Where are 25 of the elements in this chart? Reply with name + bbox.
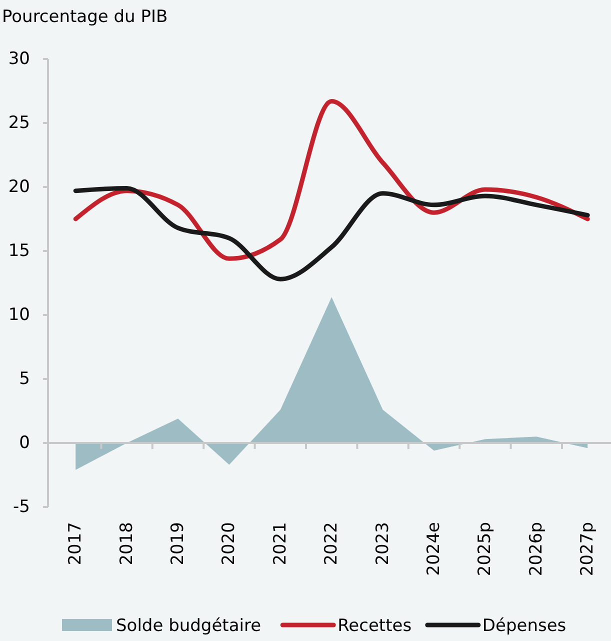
x-tick-label: 2022 [322,522,342,566]
x-tick-label: 2025p [475,522,496,576]
y-tick-label: 5 [19,369,30,389]
line-series [73,98,590,261]
x-tick-label: 2026p [526,522,546,576]
x-tick-label: 2024e [424,522,444,576]
x-tick-label: 2019 [168,522,188,566]
x-tick-label: 2018 [116,522,137,566]
y-tick-label: 25 [8,113,30,133]
legend-label: Dépenses [482,616,566,636]
x-tick-label: 2020 [219,522,240,566]
x-tick-label: 2027p [578,522,598,576]
y-tick-label: 0 [19,433,30,453]
y-tick-label: 15 [8,241,30,261]
x-tick-label: 2021 [270,522,290,566]
legend-label: Recettes [338,616,412,636]
y-tick-label: 10 [8,305,30,325]
y-tick-label: 30 [8,49,30,69]
x-tick-label: 2017 [66,522,86,566]
y-tick-label: -5 [13,497,30,517]
y-tick-label: 20 [8,177,30,197]
legend-label: Solde budgétaire [116,616,262,636]
y-axis-title: Pourcentage du PIB [2,7,168,27]
x-tick-label: 2023 [372,522,393,566]
line-series [73,186,590,282]
